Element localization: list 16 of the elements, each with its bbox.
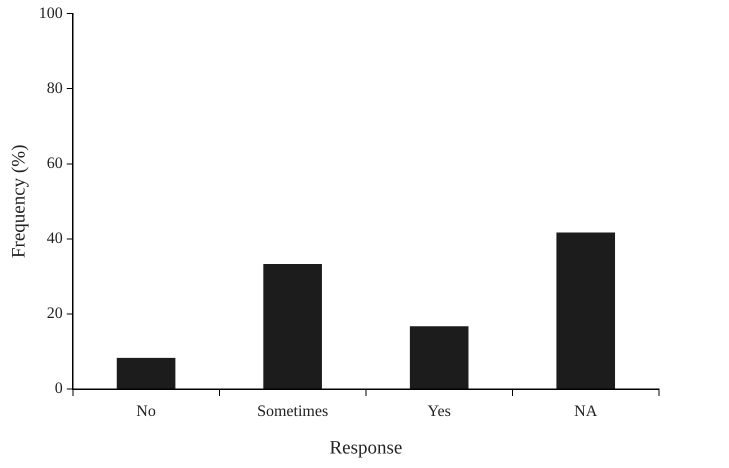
bar <box>556 232 616 388</box>
x-axis-title: Response <box>329 438 402 459</box>
bar <box>116 358 176 388</box>
x-tick-label: NA <box>574 402 598 420</box>
y-tick-label: 80 <box>46 80 63 97</box>
y-tick-label: 60 <box>46 154 63 172</box>
y-tick-label: 100 <box>38 4 63 22</box>
x-tick-label: No <box>136 402 156 420</box>
bar <box>410 326 468 388</box>
x-tick-label: Yes <box>428 402 451 420</box>
y-tick-label: 40 <box>46 230 63 248</box>
bar <box>263 264 322 388</box>
y-tick-label: 0 <box>54 380 63 398</box>
y-axis-title: Frequency (%) <box>8 144 30 258</box>
y-tick-label: 20 <box>46 305 63 322</box>
x-tick-label: Sometimes <box>257 402 328 420</box>
